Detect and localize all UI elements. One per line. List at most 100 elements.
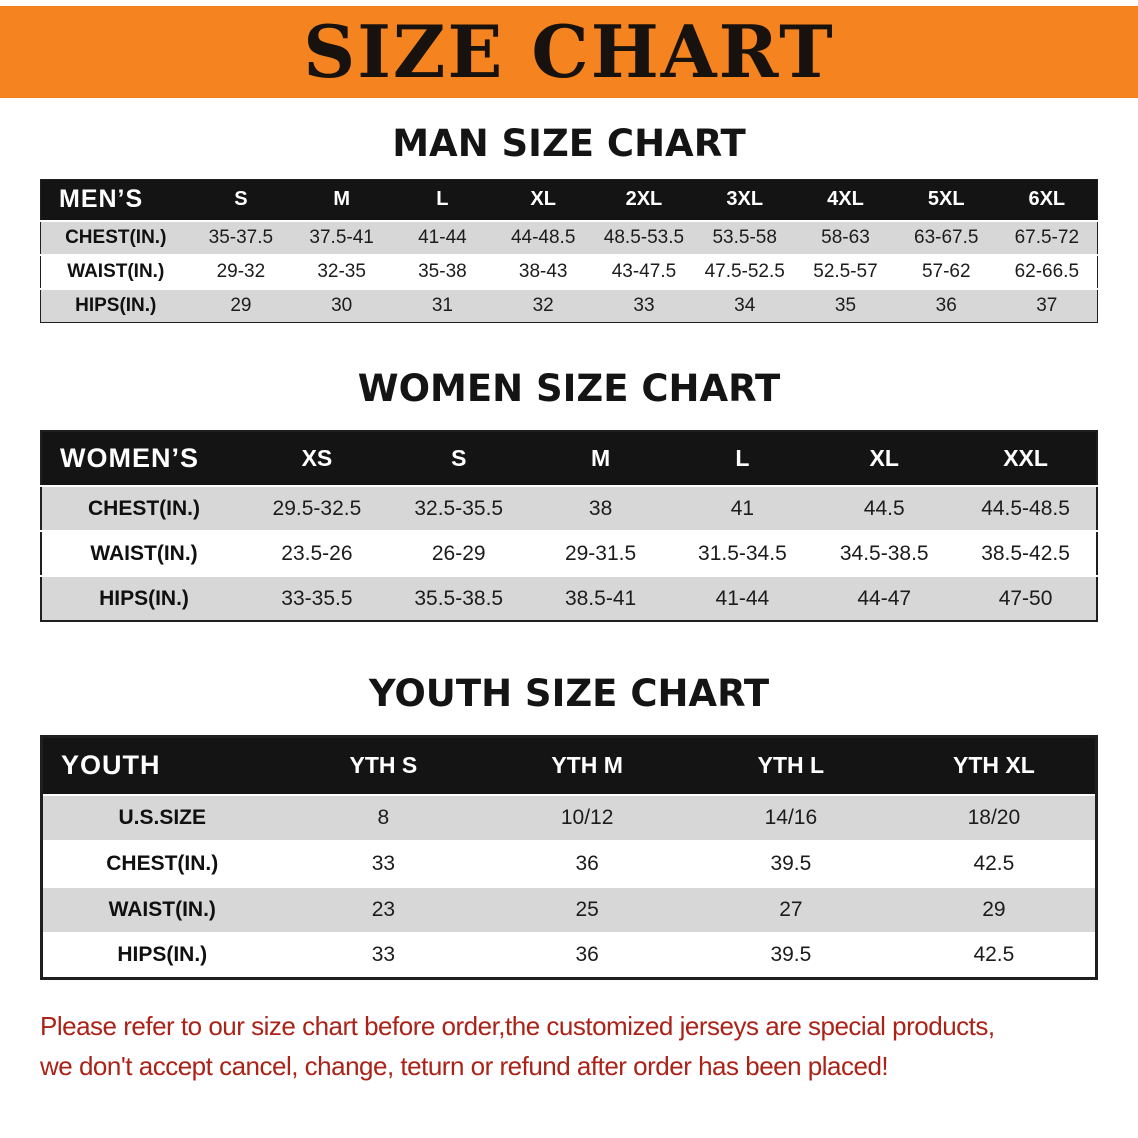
size-value-cell: 41-44 bbox=[392, 219, 493, 255]
size-value-cell: 29-31.5 bbox=[529, 530, 672, 576]
size-value-cell: 29.5-32.5 bbox=[246, 485, 388, 531]
size-value-cell: 34.5-38.5 bbox=[813, 530, 956, 576]
size-value-cell: 58-63 bbox=[795, 219, 896, 255]
size-value-cell: 29 bbox=[892, 885, 1097, 933]
size-column-header: M bbox=[291, 179, 393, 221]
size-value-cell: 57-62 bbox=[895, 253, 997, 289]
measurement-row-label: WAIST(IN.) bbox=[41, 530, 246, 576]
table-header-row: YOUTH YTH S YTH M YTH L YTH XL bbox=[41, 736, 1097, 795]
size-value-cell: 44-48.5 bbox=[492, 219, 594, 255]
size-value-cell: 38-43 bbox=[492, 253, 594, 289]
size-column-header: XL bbox=[813, 431, 956, 486]
youth-size-table: YOUTH YTH S YTH M YTH L YTH XL U.S.SIZE 8 10/12… bbox=[40, 735, 1098, 980]
table-row: CHEST(IN.) 35-37.5 37.5-41 41-44 44-48.5 48.5… bbox=[40, 219, 1098, 255]
table-row: U.S.SIZE 8 10/12 14/16 18/20 bbox=[41, 793, 1097, 841]
measurement-row-label: CHEST(IN.) bbox=[40, 219, 191, 255]
table-title-cell: WOMEN’S bbox=[41, 431, 246, 486]
size-column-header: L bbox=[392, 179, 493, 221]
section-men: MAN SIZE CHART MEN’S S M L XL 2XL 3XL 4XL 5XL 6XL… bbox=[0, 122, 1138, 323]
men-section-heading: MAN SIZE CHART bbox=[392, 122, 746, 165]
size-chart-page: SIZE CHART MAN SIZE CHART MEN’S S M L XL 2XL 3… bbox=[0, 6, 1138, 1082]
size-value-cell: 38.5-42.5 bbox=[955, 530, 1097, 576]
measurement-row-label: CHEST(IN.) bbox=[41, 485, 246, 531]
size-value-cell: 31.5-34.5 bbox=[671, 530, 814, 576]
size-column-header: M bbox=[529, 431, 672, 486]
measurement-row-label: WAIST(IN.) bbox=[40, 253, 191, 289]
size-value-cell: 36 bbox=[895, 287, 997, 323]
size-value-cell: 27 bbox=[689, 885, 893, 933]
table-title-cell: MEN’S bbox=[40, 179, 191, 221]
size-column-header: XS bbox=[246, 431, 388, 486]
size-value-cell: 35.5-38.5 bbox=[387, 575, 530, 621]
size-value-cell: 36 bbox=[485, 839, 689, 887]
size-value-cell: 67.5-72 bbox=[996, 219, 1098, 255]
page-title: SIZE CHART bbox=[303, 9, 835, 94]
size-value-cell: 18/20 bbox=[892, 793, 1097, 841]
size-value-cell: 35 bbox=[795, 287, 896, 323]
size-value-cell: 37.5-41 bbox=[291, 219, 393, 255]
size-value-cell: 44.5-48.5 bbox=[955, 485, 1097, 531]
size-value-cell: 14/16 bbox=[689, 793, 893, 841]
size-value-cell: 33 bbox=[593, 287, 695, 323]
size-value-cell: 52.5-57 bbox=[795, 253, 896, 289]
size-value-cell: 35-37.5 bbox=[190, 219, 292, 255]
size-column-header: S bbox=[190, 179, 292, 221]
size-value-cell: 47-50 bbox=[955, 575, 1097, 621]
measurement-row-label: HIPS(IN.) bbox=[41, 575, 246, 621]
section-youth: YOUTH SIZE CHART YOUTH YTH S YTH M YTH L YTH… bbox=[0, 672, 1138, 980]
size-column-header: XL bbox=[492, 179, 594, 221]
size-value-cell: 34 bbox=[694, 287, 796, 323]
size-value-cell: 33 bbox=[281, 839, 486, 887]
table-title-cell: YOUTH bbox=[41, 736, 282, 795]
table-header-row: MEN’S S M L XL 2XL 3XL 4XL 5XL 6XL bbox=[40, 179, 1098, 221]
size-value-cell: 62-66.5 bbox=[996, 253, 1098, 289]
size-column-header: YTH S bbox=[281, 736, 486, 795]
size-column-header: 3XL bbox=[694, 179, 796, 221]
size-value-cell: 32 bbox=[492, 287, 594, 323]
measurement-row-label: CHEST(IN.) bbox=[41, 839, 282, 887]
table-row: CHEST(IN.) 29.5-32.5 32.5-35.5 38 41 44.5 44.5… bbox=[41, 485, 1097, 531]
size-value-cell: 36 bbox=[485, 931, 689, 979]
size-value-cell: 63-67.5 bbox=[895, 219, 997, 255]
size-value-cell: 37 bbox=[996, 287, 1098, 323]
table-row: HIPS(IN.) 33 36 39.5 42.5 bbox=[41, 931, 1097, 979]
table-row: WAIST(IN.) 23.5-26 26-29 29-31.5 31.5-34.5 34… bbox=[41, 530, 1097, 576]
measurement-row-label: U.S.SIZE bbox=[41, 793, 282, 841]
size-value-cell: 42.5 bbox=[892, 839, 1097, 887]
size-value-cell: 41 bbox=[671, 485, 814, 531]
size-value-cell: 42.5 bbox=[892, 931, 1097, 979]
size-value-cell: 39.5 bbox=[689, 839, 893, 887]
measurement-row-label: WAIST(IN.) bbox=[41, 885, 282, 933]
measurement-row-label: HIPS(IN.) bbox=[40, 287, 191, 323]
size-value-cell: 44.5 bbox=[813, 485, 956, 531]
table-row: WAIST(IN.) 23 25 27 29 bbox=[41, 885, 1097, 933]
size-value-cell: 29 bbox=[190, 287, 292, 323]
size-value-cell: 33-35.5 bbox=[246, 575, 388, 621]
size-value-cell: 41-44 bbox=[671, 575, 814, 621]
size-column-header: 4XL bbox=[795, 179, 896, 221]
disclaimer-note: Please refer to our size chart before or… bbox=[40, 1010, 1138, 1082]
size-column-header: YTH L bbox=[689, 736, 893, 795]
size-value-cell: 53.5-58 bbox=[694, 219, 796, 255]
table-header-row: WOMEN’S XS S M L XL XXL bbox=[41, 431, 1097, 486]
size-value-cell: 44-47 bbox=[813, 575, 956, 621]
size-column-header: YTH XL bbox=[892, 736, 1097, 795]
section-women: WOMEN SIZE CHART WOMEN’S XS S M L XL XXL CHEST(… bbox=[0, 367, 1138, 622]
size-value-cell: 25 bbox=[485, 885, 689, 933]
table-row: HIPS(IN.) 33-35.5 35.5-38.5 38.5-41 41-44 44-… bbox=[41, 575, 1097, 621]
youth-section-heading: YOUTH SIZE CHART bbox=[368, 672, 770, 715]
size-value-cell: 26-29 bbox=[387, 530, 530, 576]
size-value-cell: 8 bbox=[281, 793, 486, 841]
size-value-cell: 47.5-52.5 bbox=[694, 253, 796, 289]
disclaimer-line-1: Please refer to our size chart before or… bbox=[40, 1011, 995, 1041]
size-column-header: S bbox=[387, 431, 530, 486]
size-column-header: L bbox=[671, 431, 814, 486]
women-section-heading: WOMEN SIZE CHART bbox=[357, 367, 781, 410]
size-value-cell: 31 bbox=[392, 287, 493, 323]
size-value-cell: 23.5-26 bbox=[246, 530, 388, 576]
size-value-cell: 10/12 bbox=[485, 793, 689, 841]
disclaimer-line-2: we don't accept cancel, change, teturn o… bbox=[40, 1050, 889, 1081]
size-value-cell: 35-38 bbox=[392, 253, 493, 289]
size-value-cell: 33 bbox=[281, 931, 486, 979]
table-row: WAIST(IN.) 29-32 32-35 35-38 38-43 43-47.5 47.… bbox=[40, 253, 1098, 289]
